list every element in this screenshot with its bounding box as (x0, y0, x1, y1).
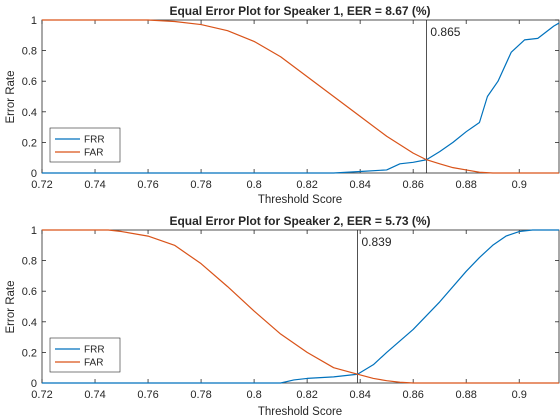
y-axis-label: Error Rate (5, 70, 17, 123)
x-tick-label: 0.76 (137, 389, 158, 401)
y-tick-label: 0 (31, 168, 37, 180)
plot-area: 0.72 0.74 0.76 0.78 0.8 0.82 0.84 0.86 0.88 0.9 0 0… (22, 225, 560, 401)
y-tick-label: 0 (31, 378, 37, 390)
x-tick-label: 0.78 (190, 389, 211, 401)
y-tick-label: 0.8 (22, 46, 37, 58)
plot-title: Equal Error Plot for Speaker 2, EER = 5.… (169, 214, 430, 228)
x-tick-label: 0.86 (402, 179, 423, 191)
x-tick-label: 0.82 (296, 389, 317, 401)
series-line-far (42, 19, 559, 174)
y-tick-label: 0.8 (22, 256, 37, 268)
x-tick-label: 0.72 (31, 389, 52, 401)
plot-speaker-1: Equal Error Plot for Speaker 1, EER = 8.… (5, 4, 560, 206)
y-tick-label: 0.6 (22, 286, 37, 298)
legend-label: FAR (84, 358, 103, 369)
x-tick-label: 0.88 (455, 179, 476, 191)
legend-label: FAR (84, 148, 103, 159)
x-tick-label: 0.84 (349, 179, 370, 191)
y-tick-label: 0.2 (22, 347, 37, 359)
x-tick-label: 0.82 (296, 179, 317, 191)
x-tick-label: 0.76 (137, 179, 158, 191)
y-tick-label: 1 (31, 15, 37, 27)
x-axis-label: Threshold Score (258, 406, 342, 418)
axes-box (41, 19, 560, 174)
legend-label: FRR (84, 135, 105, 146)
y-tick-label: 0.2 (22, 137, 37, 149)
legend-box (49, 337, 121, 373)
x-tick-label: 0.8 (246, 179, 261, 191)
y-tick-label: 0.4 (22, 317, 37, 329)
y-tick-label: 1 (31, 225, 37, 237)
x-tick-label: 0.74 (84, 389, 105, 401)
series-line-frr (42, 22, 560, 174)
x-axis-label: Threshold Score (258, 194, 342, 206)
x-tick-label: 0.9 (512, 389, 527, 401)
y-tick-label: 0.6 (22, 76, 37, 88)
x-tick-label: 0.74 (84, 179, 105, 191)
threshold-label: 0.839 (362, 235, 392, 249)
x-tick-label: 0.88 (455, 389, 476, 401)
x-tick-label: 0.84 (349, 389, 370, 401)
series-line-far (42, 229, 559, 384)
axes-box (41, 229, 560, 384)
x-tick-label: 0.9 (512, 179, 527, 191)
y-tick-label: 0.4 (22, 107, 37, 119)
series-line-frr (42, 229, 559, 384)
plot-area: 0.72 0.74 0.76 0.78 0.8 0.82 0.84 0.86 0.88 0.9 0 0… (22, 15, 560, 191)
x-tick-label: 0.86 (402, 389, 423, 401)
plot-title: Equal Error Plot for Speaker 1, EER = 8.… (169, 4, 430, 18)
x-tick-label: 0.78 (190, 179, 211, 191)
x-tick-label: 0.72 (31, 179, 52, 191)
legend-label: FRR (84, 345, 105, 356)
threshold-label: 0.865 (430, 25, 460, 39)
x-tick-label: 0.8 (246, 389, 261, 401)
plot-speaker-2: Equal Error Plot for Speaker 2, EER = 5.… (5, 214, 560, 418)
legend-box (49, 127, 121, 163)
y-axis-label: Error Rate (5, 280, 17, 333)
